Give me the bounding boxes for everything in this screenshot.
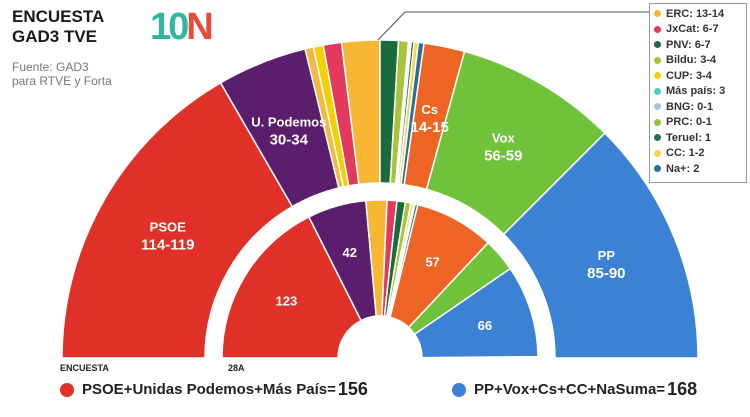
outer-ring — [61, 39, 699, 359]
right-bloc-text: PP+Vox+Cs+CC+NaSuma= — [474, 381, 666, 398]
legend-item: CC: 1-2 — [654, 146, 742, 162]
title-line-2: GAD3 TVE — [12, 27, 98, 46]
legend-dot — [654, 87, 661, 95]
seat-count-label: 42 — [343, 245, 357, 260]
party-name-label: PP — [598, 248, 616, 263]
party-name-label: U. Podemos — [251, 115, 326, 130]
left-bloc-text: PSOE+Unidas Podemos+Más País= — [82, 381, 336, 398]
legend-item: PNV: 6-7 — [654, 37, 742, 53]
seat-range-label: 85-90 — [587, 265, 625, 282]
chart-title: ENCUESTA GAD3 TVE — [12, 7, 104, 47]
legend-leader-line — [377, 11, 406, 41]
seat-range-label: 30-34 — [270, 132, 309, 149]
logo-part-2: N — [186, 6, 214, 48]
legend-dot — [654, 56, 661, 64]
seat-count-label: 57 — [425, 254, 439, 269]
legend-dot — [654, 25, 661, 33]
left-bloc-total: PSOE+Unidas Podemos+Más País= 156 — [60, 379, 368, 400]
inner-ring — [221, 199, 539, 359]
legend-label: CC: 1-2 — [666, 147, 705, 160]
legend-item: PRC: 0-1 — [654, 115, 742, 131]
source-line-2: para RTVE y Forta — [12, 74, 112, 88]
seat-slice-pp — [413, 267, 539, 359]
party-name-label: PSOE — [150, 220, 186, 235]
right-bloc-dot — [452, 382, 466, 397]
legend-label: BNG: 0-1 — [666, 100, 714, 113]
seat-range-label: 56-59 — [484, 147, 522, 164]
legend-label: JxCat: 6-7 — [666, 23, 719, 36]
legend-dot — [654, 134, 661, 142]
legend-item: Teruel: 1 — [654, 130, 742, 146]
legend-dot — [654, 165, 661, 173]
legend-dot — [654, 10, 661, 18]
legend-label: CUP: 3-4 — [666, 69, 712, 82]
outer-ring-caption: ENCUESTA — [60, 363, 109, 373]
seat-range-label: 114-119 — [141, 237, 194, 254]
legend-dot — [654, 41, 661, 49]
legend-label: PRC: 0-1 — [666, 116, 712, 129]
legend-dot — [654, 72, 661, 80]
seat-slice-pp — [502, 132, 699, 359]
minor-parties-legend: ERC: 13-14 JxCat: 6-7 PNV: 6-7 Bildu: 3-4 CU… — [649, 3, 747, 183]
logo-part-1: 10 — [150, 6, 189, 48]
brand-logo: 10N — [150, 6, 214, 48]
seat-range-label: 14-15 — [410, 119, 448, 136]
inner-ring-caption: 28A — [228, 363, 245, 373]
source-line-1: Fuente: GAD3 — [12, 60, 89, 74]
left-bloc-value: 156 — [337, 379, 368, 399]
legend-label: Na+: 2 — [666, 162, 700, 175]
legend-item: CUP: 3-4 — [654, 68, 742, 84]
legend-item: JxCat: 6-7 — [654, 22, 742, 38]
legend-label: Bildu: 3-4 — [666, 54, 717, 67]
legend-item: Bildu: 3-4 — [654, 53, 742, 69]
source-note: Fuente: GAD3 para RTVE y Forta — [12, 60, 112, 88]
legend-dot — [654, 103, 661, 111]
right-bloc-total: PP+Vox+Cs+CC+NaSuma= 168 — [452, 379, 697, 400]
legend-label: Teruel: 1 — [666, 131, 712, 144]
right-bloc-value: 168 — [667, 379, 698, 399]
legend-item: Más país: 3 — [654, 84, 742, 100]
legend-dot — [654, 149, 661, 157]
legend-item: ERC: 13-14 — [654, 6, 742, 22]
seat-count-label: 66 — [478, 318, 492, 333]
legend-item: BNG: 0-1 — [654, 99, 742, 115]
legend-item: Na+: 2 — [654, 161, 742, 177]
title-line-1: ENCUESTA — [12, 7, 105, 26]
legend-label: PNV: 6-7 — [666, 38, 711, 51]
party-name-label: Vox — [492, 130, 516, 145]
party-name-label: Cs — [421, 102, 438, 117]
left-bloc-dot — [60, 382, 74, 397]
legend-label: Más país: 3 — [666, 85, 726, 98]
seat-count-label: 123 — [275, 293, 297, 308]
legend-label: ERC: 13-14 — [666, 7, 725, 20]
legend-dot — [654, 118, 661, 126]
seat-slice-psoe — [61, 81, 294, 359]
seat-labels: PSOE 114-119 U. Podemos 30-34 Cs 14-15 Vox 56-5… — [141, 102, 626, 333]
